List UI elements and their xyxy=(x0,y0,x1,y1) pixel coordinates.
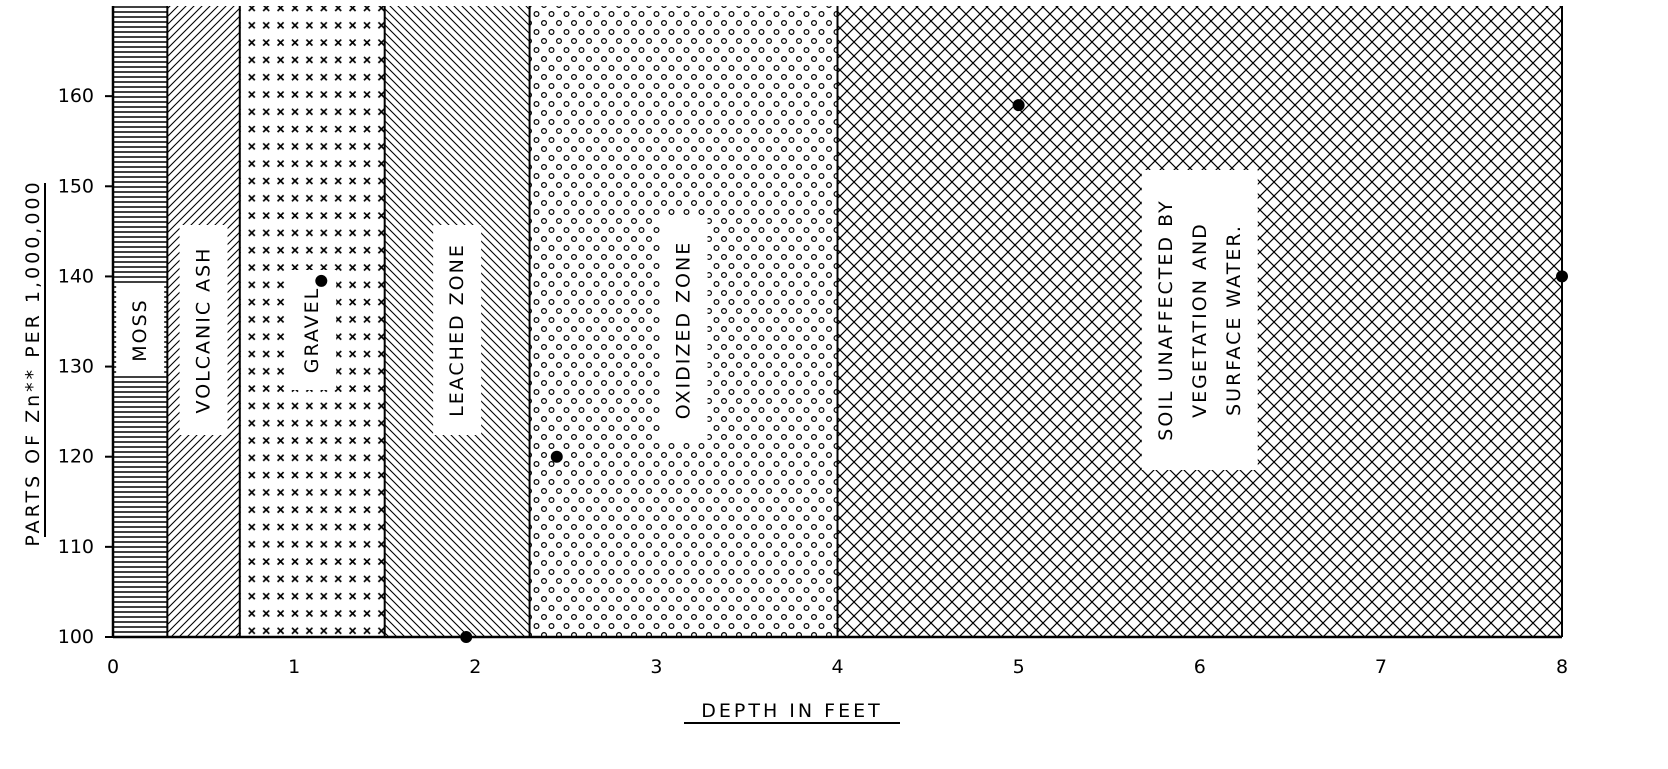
zone-label-5-line-0: SOIL UNAFFECTED BY xyxy=(1155,199,1177,440)
y-tick-label-150: 150 xyxy=(58,175,94,197)
zone-label-box-2 xyxy=(288,270,337,390)
zone-label-3: LEACHED ZONE xyxy=(446,243,468,417)
x-tick-label-7: 7 xyxy=(1375,656,1387,678)
y-tick-label-140: 140 xyxy=(58,265,94,287)
x-tick-label-3: 3 xyxy=(650,656,662,678)
y-tick-label-160: 160 xyxy=(58,85,94,107)
y-tick-label-110: 110 xyxy=(58,536,94,558)
x-tick-label-6: 6 xyxy=(1194,656,1206,678)
data-point-0 xyxy=(315,274,328,287)
zone-label-box-3 xyxy=(433,225,482,435)
data-point-1 xyxy=(460,631,473,643)
zone-label-5-line-1: VEGETATION AND xyxy=(1189,222,1211,418)
x-tick-label-5: 5 xyxy=(1013,656,1025,678)
x-axis-title: DEPTH IN FEET xyxy=(701,700,882,722)
y-axis-title: PARTS OF Zn** PER 1,000,000 xyxy=(22,179,44,546)
zone-label-2: GRAVEL xyxy=(301,287,323,374)
zone-label-box-5 xyxy=(1141,170,1258,470)
data-point-2 xyxy=(550,450,563,463)
zone-label-1: VOLCANIC ASH xyxy=(193,247,215,414)
x-tick-label-2: 2 xyxy=(469,656,481,678)
data-point-3 xyxy=(1012,99,1025,112)
y-tick-label-130: 130 xyxy=(58,356,94,378)
zone-label-box-4 xyxy=(659,217,708,443)
x-tick-label-4: 4 xyxy=(831,656,843,678)
zone-label-0: MOSS xyxy=(129,298,151,361)
data-point-4 xyxy=(1556,270,1568,283)
zone-label-box-1 xyxy=(179,225,228,435)
x-tick-label-1: 1 xyxy=(288,656,300,678)
zone-label-box-0 xyxy=(116,285,165,375)
y-tick-label-100: 100 xyxy=(58,626,94,648)
x-tick-label-8: 8 xyxy=(1556,656,1568,678)
x-tick-label-0: 0 xyxy=(107,656,119,678)
zone-label-5-line-2: SURFACE WATER. xyxy=(1223,224,1245,416)
zone-label-4: OXIDIZED ZONE xyxy=(673,241,695,419)
y-tick-label-120: 120 xyxy=(58,446,94,468)
